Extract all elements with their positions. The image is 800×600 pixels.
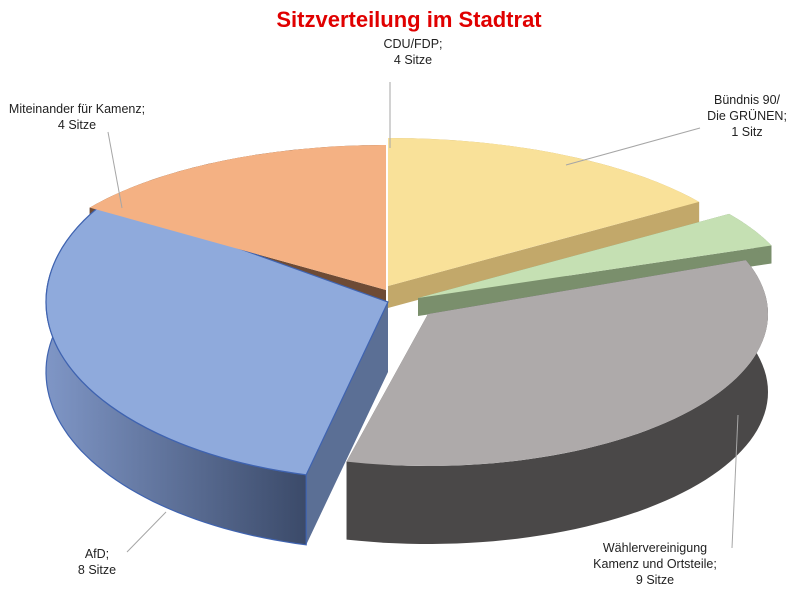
data-label-line: 9 Sitze bbox=[636, 573, 674, 587]
data-label-line: 1 Sitz bbox=[731, 125, 762, 139]
slice-side-w-hlervereinigung-kamenz-und-ortsteile bbox=[346, 260, 768, 544]
data-label-line: Kamenz und Ortsteile; bbox=[593, 557, 717, 571]
data-label-line: 4 Sitze bbox=[394, 53, 432, 67]
chart-title: Sitzverteilung im Stadtrat bbox=[276, 7, 542, 32]
pie-label-layer: CDU/FDP; 4 Sitze Bündnis 90/Die GRÜNEN; 1 S… bbox=[9, 37, 787, 587]
data-label-line: 8 Sitze bbox=[78, 563, 116, 577]
leader-line-b-ndnis-90-die-gr-nen bbox=[565, 127, 701, 166]
leader-line-afd bbox=[126, 511, 167, 553]
leader-line-w-hlervereinigung-kamenz-und-ortsteile bbox=[731, 414, 739, 549]
slice-miteinander-f-r-kamenz bbox=[89, 145, 386, 290]
slice-b-ndnis-90-die-gr-nen bbox=[418, 213, 772, 298]
slice-cdu-fdp bbox=[388, 138, 700, 286]
slice-afd bbox=[45, 200, 389, 476]
slice-wall-cdu-fdp bbox=[388, 138, 700, 308]
data-label-b-ndnis-90-die-gr-nen: Bündnis 90/Die GRÜNEN; 1 Sitz bbox=[707, 93, 787, 139]
data-label-line: CDU/FDP; bbox=[383, 37, 442, 51]
data-label-line: Bündnis 90/ bbox=[714, 93, 781, 107]
leader-line-miteinander-f-r-kamenz bbox=[107, 131, 123, 209]
data-label-line: AfD; bbox=[85, 547, 109, 561]
data-label-afd: AfD; 8 Sitze bbox=[78, 547, 116, 577]
data-label-line: Wählervereinigung bbox=[603, 541, 707, 555]
slice-wall-miteinander-f-r-kamenz bbox=[89, 145, 387, 302]
data-label-w-hlervereinigung-kamenz-und-ortsteile: Wählervereinigung Kamenz und Ortsteile; 9 … bbox=[593, 541, 717, 587]
pie-top-layer bbox=[45, 138, 772, 476]
data-label-cdu-fdp: CDU/FDP; 4 Sitze bbox=[383, 37, 442, 67]
data-label-line: 4 Sitze bbox=[58, 118, 96, 132]
data-label-miteinander-f-r-kamenz: Miteinander für Kamenz; 4 Sitze bbox=[9, 102, 145, 132]
slice-w-hlervereinigung-kamenz-und-ortsteile bbox=[346, 260, 769, 467]
data-label-line: Die GRÜNEN; bbox=[707, 109, 787, 123]
data-label-line: Miteinander für Kamenz; bbox=[9, 102, 145, 116]
